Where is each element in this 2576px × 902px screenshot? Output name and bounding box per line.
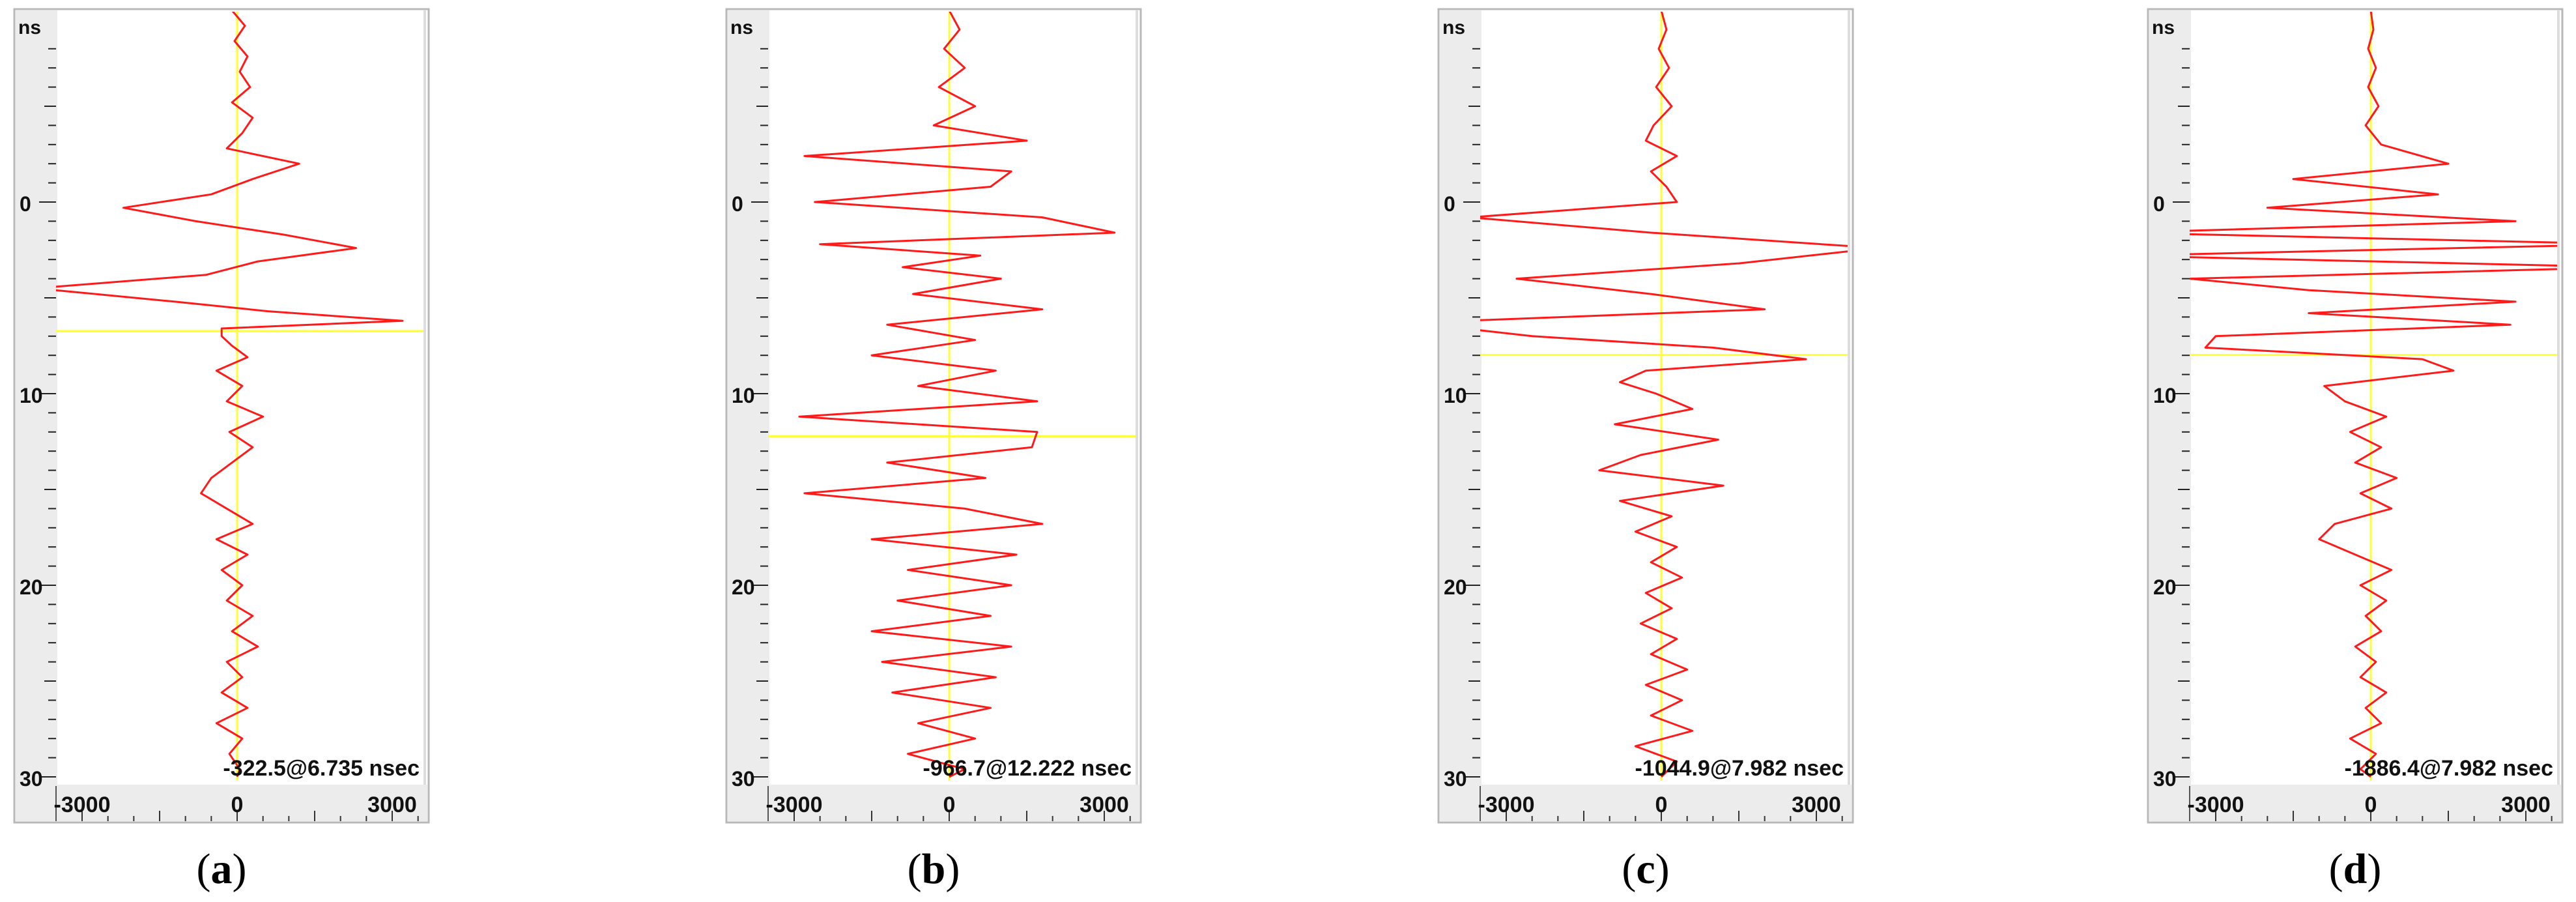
x-axis-strip: [2149, 785, 2561, 821]
y-tick-label: 0: [20, 192, 31, 216]
x-axis-strip: [728, 785, 1139, 821]
waveform-trace: [2190, 12, 2557, 778]
waveform-trace: [798, 12, 1116, 778]
y-tick-label: 10: [2153, 384, 2177, 407]
panel-caption: (a): [197, 845, 247, 893]
chart-panel-b: ns 0 10 20 30 -3000 0 3000 -966.7@12.222 nsec (b): [725, 8, 1142, 893]
y-tick-label: 20: [2153, 575, 2177, 599]
x-tick-label: 0: [1655, 793, 1668, 817]
y-tick-label: 0: [1444, 192, 1455, 216]
chart-panel-d: ns 0 10 20 30 -3000 0 3000 -1886.4@7.982 nsec (d): [2147, 8, 2564, 893]
panel-frame: [725, 8, 1142, 824]
y-axis-strip: [2149, 10, 2191, 785]
x-axis-strip: [1440, 785, 1852, 821]
x-tick-label: -3000: [2188, 793, 2244, 817]
cursor-readout: -322.5@6.735 nsec: [223, 756, 420, 781]
waveform-trace: [56, 12, 404, 778]
y-axis-strip: [1440, 10, 1481, 785]
cursor-readout: -1886.4@7.982 nsec: [2345, 756, 2554, 781]
caption-letter: d: [2343, 845, 2368, 893]
x-tick-label: 3000: [1792, 793, 1841, 817]
x-axis-strip: [16, 785, 427, 821]
y-tick-label: 0: [2153, 192, 2165, 216]
y-tick-label: 10: [20, 384, 43, 407]
y-axis-label: ns: [1442, 17, 1465, 38]
y-axis-strip: [16, 10, 57, 785]
x-tick-label: -3000: [766, 793, 823, 817]
caption-paren-open: (: [908, 845, 922, 893]
panel-frame: [1437, 8, 1854, 824]
x-tick-label: 0: [943, 793, 956, 817]
caption-letter: c: [1636, 845, 1655, 893]
caption-letter: b: [922, 845, 946, 893]
caption-paren-close: ): [2367, 845, 2381, 893]
y-tick-label: 20: [732, 575, 755, 599]
caption-paren-close: ): [945, 845, 960, 893]
x-tick-label: 3000: [1080, 793, 1129, 817]
panel-caption: (d): [2329, 845, 2382, 893]
x-tick-label: 0: [231, 793, 244, 817]
panel-caption: (c): [1622, 845, 1669, 893]
y-tick-label: 30: [1444, 767, 1467, 791]
x-tick-label: -3000: [54, 793, 111, 817]
y-tick-label: 20: [1444, 575, 1467, 599]
caption-letter: a: [211, 845, 233, 893]
panel-frame: [2147, 8, 2564, 824]
caption-paren-close: ): [1655, 845, 1670, 893]
y-tick-label: 10: [732, 384, 755, 407]
x-tick-label: 3000: [367, 793, 417, 817]
y-axis-label: ns: [2152, 17, 2175, 38]
caption-paren-open: (: [197, 845, 211, 893]
panel-frame: [13, 8, 430, 824]
caption-paren-open: (: [1622, 845, 1636, 893]
x-tick-label: 3000: [2501, 793, 2551, 817]
y-axis-label: ns: [18, 17, 41, 38]
y-tick-label: 30: [732, 767, 755, 791]
waveform-trace: [1480, 12, 1848, 778]
caption-paren-open: (: [2329, 845, 2343, 893]
y-tick-label: 10: [1444, 384, 1467, 407]
y-tick-label: 30: [20, 767, 43, 791]
chart-panel-a: ns 0 10 20 30 -3000 0 3000 -322.5@6.735 nsec (a): [13, 8, 430, 893]
y-tick-label: 30: [2153, 767, 2177, 791]
y-axis-label: ns: [730, 17, 753, 38]
x-tick-label: 0: [2365, 793, 2377, 817]
y-tick-label: 0: [732, 192, 743, 216]
cursor-readout: -1044.9@7.982 nsec: [1635, 756, 1844, 781]
caption-paren-close: ): [233, 845, 247, 893]
x-tick-label: -3000: [1478, 793, 1535, 817]
y-tick-label: 20: [20, 575, 43, 599]
chart-panel-c: ns 0 10 20 30 -3000 0 3000 -1044.9@7.982 nsec (c): [1437, 8, 1854, 893]
panel-caption: (b): [908, 845, 960, 893]
cursor-readout: -966.7@12.222 nsec: [923, 756, 1132, 781]
y-axis-strip: [728, 10, 769, 785]
